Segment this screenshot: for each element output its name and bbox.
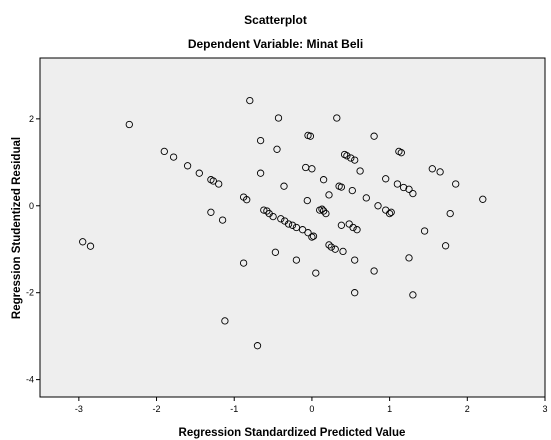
data-point (86, 242, 95, 250)
data-point (195, 169, 203, 177)
data-point (333, 114, 341, 122)
data-point (292, 223, 301, 232)
x-tick-label: 2 (465, 404, 470, 414)
data-point (221, 317, 229, 325)
data-point (351, 289, 359, 297)
data-point (253, 342, 262, 350)
data-point (387, 208, 395, 216)
data-point (436, 168, 444, 176)
data-point (125, 120, 133, 129)
data-point (309, 232, 318, 240)
data-point (337, 183, 346, 191)
data-point (319, 207, 328, 215)
data-point (304, 229, 312, 237)
data-point (183, 162, 192, 170)
data-point (327, 243, 335, 251)
plot-area (39, 57, 546, 398)
x-tick-label: 3 (542, 404, 547, 414)
data-point (393, 180, 402, 188)
data-point (339, 247, 347, 256)
data-point (306, 132, 315, 140)
data-point (207, 208, 215, 216)
data-point (382, 175, 390, 183)
data-point (351, 256, 359, 264)
data-point (405, 185, 413, 193)
data-point (284, 220, 293, 228)
y-tick-label: 0 (29, 201, 34, 211)
data-point (441, 242, 450, 250)
x-tick-label: -2 (153, 404, 161, 414)
y-tick-label: -4 (26, 375, 34, 385)
data-point (277, 215, 285, 223)
data-point (308, 165, 316, 173)
data-point (353, 226, 361, 234)
data-point (160, 147, 168, 156)
data-point (239, 259, 248, 267)
data-point (331, 245, 339, 253)
data-point (260, 206, 268, 214)
data-point (169, 153, 178, 161)
data-point (308, 233, 316, 241)
data-point (385, 209, 394, 218)
data-point (312, 269, 320, 277)
data-point (348, 186, 356, 195)
data-point (288, 221, 297, 229)
data-point (325, 241, 333, 249)
data-point (243, 196, 251, 204)
data-point (405, 254, 413, 262)
data-point (256, 136, 265, 145)
y-axis-label: Regression Studentized Residual (11, 137, 23, 319)
data-point (325, 191, 333, 199)
y-tick-label: 2 (29, 114, 34, 124)
data-point (356, 167, 364, 175)
data-point (256, 169, 265, 177)
data-point (351, 156, 359, 164)
data-point (428, 165, 436, 173)
data-point (246, 96, 254, 105)
data-point (409, 291, 417, 299)
data-point (343, 152, 351, 160)
data-point (303, 196, 311, 205)
data-point (347, 154, 355, 162)
data-point (274, 114, 283, 122)
x-axis-label: Regression Standardized Predicted Value (179, 427, 406, 439)
data-point (370, 267, 378, 275)
data-point (298, 226, 307, 234)
data-point (209, 177, 217, 185)
data-point (452, 180, 460, 188)
data-point (409, 189, 417, 198)
data-point (349, 223, 357, 232)
data-point (263, 207, 271, 215)
x-tick-label: -3 (75, 404, 83, 414)
data-point (479, 195, 487, 203)
data-point (271, 248, 280, 256)
x-tick-label: -1 (230, 404, 238, 414)
data-point (322, 209, 330, 218)
data-point (319, 176, 328, 184)
data-point (273, 145, 281, 153)
data-point (79, 238, 87, 246)
data-point (215, 180, 223, 188)
y-tick-label: -2 (26, 288, 34, 298)
data-point (399, 183, 408, 192)
data-point (337, 221, 346, 229)
data-point (292, 256, 301, 264)
data-point (218, 216, 227, 224)
data-point (362, 194, 370, 202)
data-point (374, 202, 382, 210)
chart-title: Scatterplot (244, 13, 307, 27)
data-point (397, 149, 405, 157)
data-point (318, 205, 326, 213)
data-point (280, 182, 288, 190)
data-point (269, 212, 277, 221)
chart-subtitle: Dependent Variable: Minat Beli (187, 37, 364, 51)
data-point (370, 132, 378, 140)
x-tick-label: 0 (309, 404, 314, 414)
data-point (420, 227, 429, 235)
x-tick-label: 1 (387, 404, 392, 414)
data-point (446, 209, 454, 218)
